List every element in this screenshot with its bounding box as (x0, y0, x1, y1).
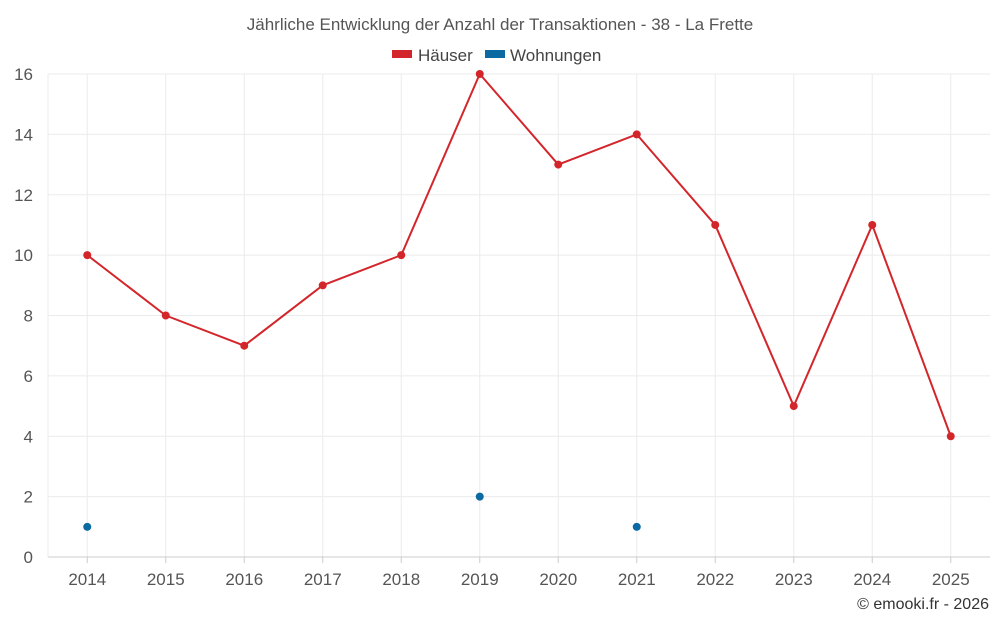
data-point-haeuser[interactable] (83, 251, 92, 260)
chart-title: Jährliche Entwicklung der Anzahl der Tra… (247, 15, 754, 34)
legend-swatch-wohnungen (485, 50, 505, 58)
y-tick-label: 2 (24, 488, 33, 507)
data-point-haeuser[interactable] (632, 130, 641, 139)
data-point-wohnungen[interactable] (632, 522, 641, 531)
data-point-haeuser[interactable] (240, 341, 249, 350)
data-point-haeuser[interactable] (554, 160, 563, 169)
data-point-haeuser[interactable] (397, 251, 406, 260)
x-tick-label: 2015 (147, 570, 185, 589)
legend-item-haeuser[interactable]: Häuser (392, 46, 473, 65)
grid (48, 73, 990, 557)
data-point-haeuser[interactable] (161, 311, 170, 320)
x-tick-label: 2025 (932, 570, 970, 589)
series-line-haeuser (86, 73, 952, 437)
axes: 0 2 4 6 8 10 12 14 16 2014 2015 2016 2017 2018 2019 202… (14, 65, 990, 589)
y-tick-label: 6 (24, 367, 33, 386)
x-tick-label: 2022 (696, 570, 734, 589)
data-point-haeuser[interactable] (711, 220, 720, 229)
x-tick-label: 2014 (68, 570, 106, 589)
data-point-haeuser[interactable] (318, 281, 327, 290)
y-tick-label: 16 (14, 65, 33, 84)
x-tick-label: 2020 (539, 570, 577, 589)
legend-item-wohnungen[interactable]: Wohnungen (485, 46, 601, 65)
y-tick-label: 0 (24, 548, 33, 567)
data-point-haeuser[interactable] (946, 432, 955, 441)
series (83, 70, 955, 531)
legend-swatch-haeuser (392, 50, 412, 58)
data-point-wohnungen[interactable] (475, 492, 484, 501)
y-tick-label: 10 (14, 246, 33, 265)
x-tick-label: 2021 (618, 570, 656, 589)
y-tick-label: 14 (14, 125, 33, 144)
y-tick-label: 4 (24, 427, 33, 446)
x-tick-label: 2017 (304, 570, 342, 589)
copyright-credit: © emooki.fr - 2026 (857, 596, 989, 613)
x-tick-label: 2019 (461, 570, 499, 589)
data-point-haeuser[interactable] (868, 220, 877, 229)
data-point-haeuser[interactable] (475, 70, 484, 78)
x-tick-label: 2023 (775, 570, 813, 589)
legend-label-wohnungen: Wohnungen (510, 46, 601, 65)
x-tick-label: 2024 (853, 570, 891, 589)
data-point-haeuser[interactable] (789, 402, 798, 411)
y-tick-label: 12 (14, 186, 33, 205)
y-tick-label: 8 (24, 307, 33, 326)
legend: Häuser Wohnungen (392, 46, 601, 65)
data-point-wohnungen[interactable] (83, 522, 92, 531)
x-tick-label: 2016 (225, 570, 263, 589)
legend-label-haeuser: Häuser (418, 46, 473, 65)
x-tick-label: 2018 (382, 570, 420, 589)
